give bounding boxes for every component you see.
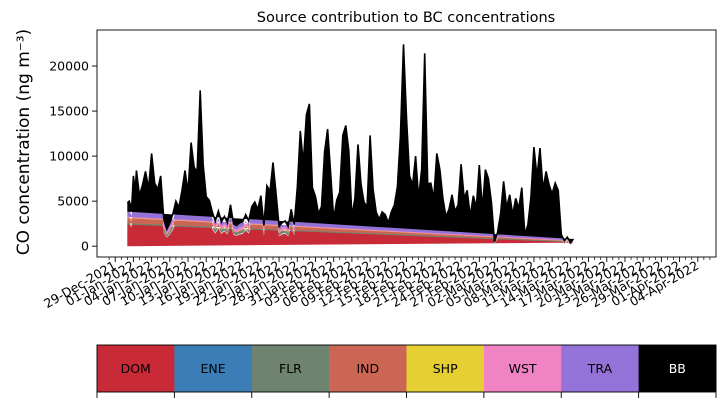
area-bb bbox=[127, 44, 574, 243]
x-axis: 29-Dec-202101-Jan-202204-Jan-202207-Jan-… bbox=[41, 257, 711, 311]
legend-label-bb: BB bbox=[669, 361, 686, 376]
legend-swatch-ene bbox=[174, 345, 253, 392]
chart-title: Source contribution to BC concentrations bbox=[257, 10, 555, 26]
legend-frame bbox=[96, 344, 717, 393]
legend-label-flr: FLR bbox=[279, 361, 302, 376]
legend-swatch-wst bbox=[483, 345, 562, 392]
legend-swatch-flr bbox=[251, 345, 330, 392]
legend-label-ene: ENE bbox=[200, 361, 225, 376]
legend-swatch-tra bbox=[561, 345, 640, 392]
y-tick-label: 0 bbox=[81, 239, 89, 254]
y-tick-label: 5000 bbox=[57, 194, 89, 209]
y-tick-label: 20000 bbox=[49, 59, 89, 74]
legend-swatch-bb bbox=[638, 345, 717, 392]
legend[interactable]: DOM ENE FLR IND SHP WST TRA BB bbox=[96, 344, 717, 398]
legend-swatch-ind bbox=[329, 345, 407, 392]
legend-label-dom: DOM bbox=[121, 361, 151, 376]
legend-swatch-dom bbox=[97, 345, 175, 392]
legend-swatch-shp bbox=[406, 345, 485, 392]
legend-label-tra: TRA bbox=[587, 361, 613, 376]
plot-area bbox=[96, 29, 717, 258]
legend-label-shp: SHP bbox=[433, 361, 458, 376]
y-tick-label: 10000 bbox=[49, 149, 89, 164]
y-axis: 0 5000 10000 15000 20000 bbox=[49, 59, 97, 254]
legend-label-wst: WST bbox=[509, 361, 537, 376]
legend-label-ind: IND bbox=[356, 361, 379, 376]
y-axis-label: CO concentration (ng m⁻³) bbox=[14, 29, 34, 255]
series-line-total bbox=[126, 44, 575, 244]
y-tick-label: 15000 bbox=[49, 104, 89, 119]
